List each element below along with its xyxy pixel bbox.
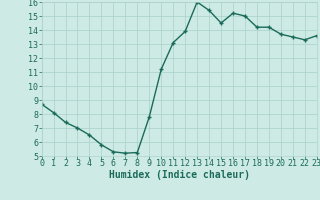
X-axis label: Humidex (Indice chaleur): Humidex (Indice chaleur) xyxy=(109,170,250,180)
